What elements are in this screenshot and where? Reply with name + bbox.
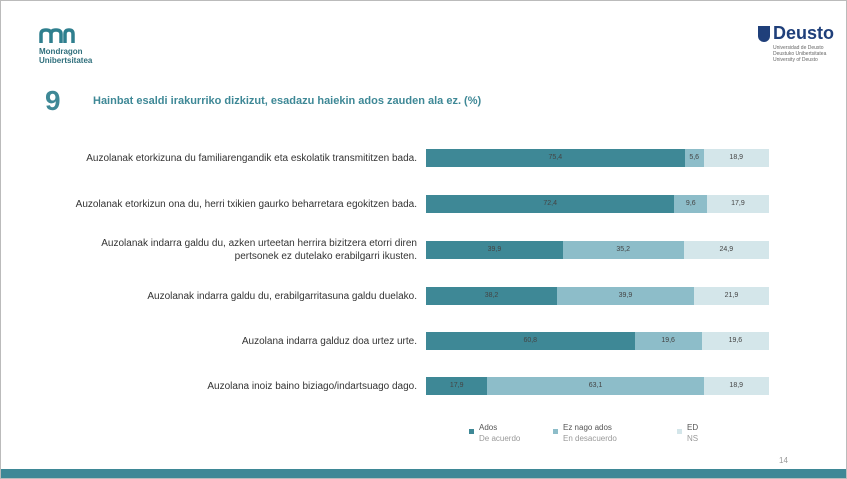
bar-segment bbox=[674, 195, 708, 213]
footer-bar bbox=[1, 469, 846, 478]
logo-sub: University of Deusto bbox=[773, 57, 818, 63]
legend-marker bbox=[469, 429, 474, 434]
value-label: 35,2 bbox=[616, 246, 631, 253]
value-label: 18,9 bbox=[729, 154, 744, 161]
legend-sublabel: En desacuerdo bbox=[563, 434, 617, 443]
value-label: 17,9 bbox=[449, 382, 464, 389]
value-label: 5,6 bbox=[689, 154, 700, 161]
logo-text: Unibertsitatea bbox=[39, 56, 93, 65]
value-label: 39,9 bbox=[487, 246, 502, 253]
value-label: 60,8 bbox=[523, 337, 538, 344]
legend-sublabel: NS bbox=[687, 434, 699, 443]
value-label: 24,9 bbox=[719, 246, 734, 253]
bar-segment bbox=[426, 377, 488, 395]
bar-segment bbox=[703, 149, 769, 167]
bar-segment bbox=[426, 195, 675, 213]
legend-label: Ados bbox=[479, 423, 498, 432]
question-number: 9 bbox=[45, 85, 61, 116]
chart-title: Hainbat esaldi irakurriko dizkizut, esad… bbox=[93, 95, 482, 107]
logo-text: Mondragon bbox=[39, 47, 83, 56]
value-label: 63,1 bbox=[588, 382, 603, 389]
logo-text: Deusto bbox=[773, 23, 835, 43]
value-label: 21,9 bbox=[724, 292, 739, 299]
bar-segment bbox=[693, 287, 769, 305]
bar-segment bbox=[426, 332, 635, 350]
category-label: Auzolana indarra galduz doa urtez urte. bbox=[241, 335, 417, 347]
bar-segment bbox=[487, 377, 704, 395]
value-label: 19,6 bbox=[661, 337, 675, 344]
value-label: 39,9 bbox=[618, 292, 633, 299]
bar-segment bbox=[701, 332, 769, 350]
category-label: Auzolanak etorkizun ona du, herri txikie… bbox=[75, 198, 417, 210]
category-label: Auzolanak indarra galdu du, erabilgarrit… bbox=[147, 290, 417, 302]
value-label: 18,9 bbox=[729, 382, 744, 389]
logo-sub: Deustuko Unibertsitatea bbox=[773, 51, 827, 57]
value-label: 9,6 bbox=[685, 200, 696, 207]
bar-segment bbox=[707, 195, 769, 213]
bar-segment bbox=[426, 241, 563, 259]
bar-segment bbox=[562, 241, 684, 259]
bar-segment bbox=[426, 287, 558, 305]
legend-sublabel: De acuerdo bbox=[479, 434, 521, 443]
bar-segment bbox=[683, 241, 769, 259]
value-label: 38,2 bbox=[484, 292, 499, 299]
category-label: Auzolanak indarra galdu du, azken urteet… bbox=[101, 238, 417, 262]
legend-label: Ez nago ados bbox=[563, 423, 612, 432]
value-label: 17,9 bbox=[731, 200, 745, 207]
page-number: 14 bbox=[779, 456, 788, 465]
logo-sub: Universidad de Deusto bbox=[773, 45, 824, 51]
mondragon-icon bbox=[39, 28, 75, 43]
legend-label: ED bbox=[687, 423, 699, 432]
legend-marker bbox=[677, 429, 682, 434]
deusto-icon bbox=[758, 26, 770, 42]
value-label: 72,4 bbox=[543, 200, 557, 207]
category-label: Auzolanak etorkizuna du familiarengandik… bbox=[86, 152, 417, 164]
bar-segment bbox=[426, 149, 685, 167]
value-label: 19,6 bbox=[728, 337, 743, 344]
bar-segment bbox=[703, 377, 769, 395]
legend-marker bbox=[553, 429, 558, 434]
value-label: 75,4 bbox=[548, 154, 563, 161]
bar-segment bbox=[557, 287, 694, 305]
category-label: Auzolana inoiz baino biziago/indartsuago… bbox=[207, 380, 417, 392]
bar-segment bbox=[634, 332, 702, 350]
bar-segment bbox=[684, 149, 704, 167]
